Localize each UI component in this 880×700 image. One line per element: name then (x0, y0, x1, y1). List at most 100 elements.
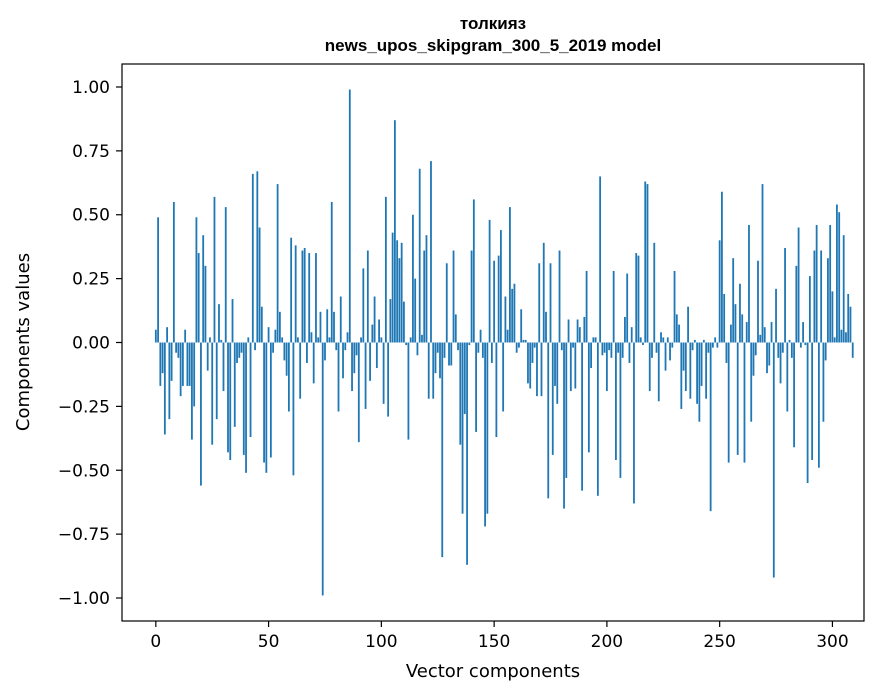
bar-183 (567, 319, 570, 343)
bar-289 (806, 342, 809, 484)
bar-249 (716, 342, 719, 348)
bar-65 (301, 250, 304, 343)
bar-212 (633, 342, 635, 504)
bar-8 (172, 201, 175, 343)
bar-282 (790, 342, 793, 358)
bar-5 (166, 327, 168, 343)
bar-20 (200, 342, 202, 486)
bar-122 (430, 161, 432, 343)
bar-33 (229, 342, 232, 461)
bar-288 (804, 342, 807, 346)
bar-151 (495, 342, 498, 438)
bar-132 (452, 250, 455, 343)
bar-63 (297, 337, 299, 343)
bar-30 (222, 342, 225, 392)
bar-237 (689, 342, 692, 399)
x-tick-label-200: 200 (591, 632, 623, 652)
bar-308 (849, 306, 852, 343)
x-tick-label-150: 150 (478, 632, 510, 652)
bar-143 (477, 342, 480, 353)
bar-254 (727, 342, 730, 463)
bar-114 (412, 214, 414, 343)
bar-274 (772, 342, 775, 578)
bar-278 (781, 342, 784, 353)
bar-281 (788, 339, 791, 343)
bar-139 (468, 342, 471, 346)
bar-40 (245, 342, 247, 473)
bar-257 (734, 304, 737, 343)
bar-25 (211, 342, 214, 445)
bar-232 (678, 324, 680, 343)
bar-197 (599, 176, 602, 343)
chart-title-line2: news_upos_skipgram_300_5_2019 model (325, 36, 661, 55)
bar-199 (603, 342, 606, 353)
y-tick-label-5: 0.25 (72, 270, 110, 290)
bar-193 (590, 342, 592, 369)
bar-31 (224, 207, 227, 343)
bar-115 (414, 278, 417, 343)
bar-67 (306, 342, 308, 363)
bar-200 (605, 342, 608, 392)
bar-154 (502, 342, 505, 412)
bar-298 (827, 258, 829, 343)
bar-258 (736, 342, 739, 455)
bar-12 (181, 342, 184, 386)
bar-9 (175, 342, 178, 353)
bar-307 (847, 293, 850, 343)
bar-6 (168, 342, 171, 420)
bar-293 (815, 224, 818, 343)
bar-214 (637, 255, 640, 343)
y-tick-label-4: 0.00 (72, 334, 110, 354)
bar-109 (400, 242, 403, 343)
bar-149 (490, 342, 493, 363)
bar-216 (642, 342, 644, 346)
bar-124 (434, 342, 437, 374)
bar-213 (635, 253, 638, 343)
bar-297 (824, 342, 827, 361)
bar-90 (357, 342, 360, 443)
bar-140 (470, 250, 473, 343)
bar-253 (725, 342, 728, 363)
bar-259 (739, 283, 741, 343)
bar-156 (506, 329, 509, 343)
bar-234 (682, 342, 685, 371)
bar-228 (669, 342, 671, 361)
bar-38 (240, 342, 243, 353)
bar-53 (274, 329, 277, 343)
bar-104 (389, 299, 392, 343)
x-tick-label-100: 100 (365, 632, 397, 652)
x-axis-label: Vector components (406, 661, 580, 682)
bar-277 (779, 342, 782, 384)
bar-147 (486, 342, 489, 514)
bar-176 (551, 342, 554, 455)
bar-226 (664, 342, 667, 371)
bar-178 (556, 342, 559, 404)
bar-309 (851, 342, 854, 358)
bar-146 (484, 342, 486, 527)
bar-129 (445, 263, 448, 343)
bar-262 (745, 322, 748, 343)
bar-58 (285, 342, 288, 376)
bar-93 (364, 342, 367, 409)
bar-153 (499, 230, 502, 343)
bar-276 (777, 342, 780, 358)
bar-99 (378, 319, 380, 343)
bar-71 (315, 253, 317, 343)
bar-184 (569, 342, 572, 392)
bar-32 (227, 342, 229, 453)
bar-296 (822, 342, 825, 422)
bar-305 (842, 235, 845, 343)
bar-230 (673, 270, 676, 343)
bar-198 (601, 342, 604, 356)
bar-172 (542, 242, 545, 343)
bar-167 (531, 342, 534, 363)
chart-title-line1: толкияз (460, 14, 526, 33)
bar-286 (799, 342, 802, 348)
bar-24 (209, 337, 211, 343)
bar-28 (218, 304, 220, 343)
bar-45 (256, 171, 259, 343)
bar-187 (576, 319, 579, 343)
bar-4 (163, 342, 166, 435)
bar-263 (748, 224, 750, 343)
bar-248 (714, 337, 717, 343)
